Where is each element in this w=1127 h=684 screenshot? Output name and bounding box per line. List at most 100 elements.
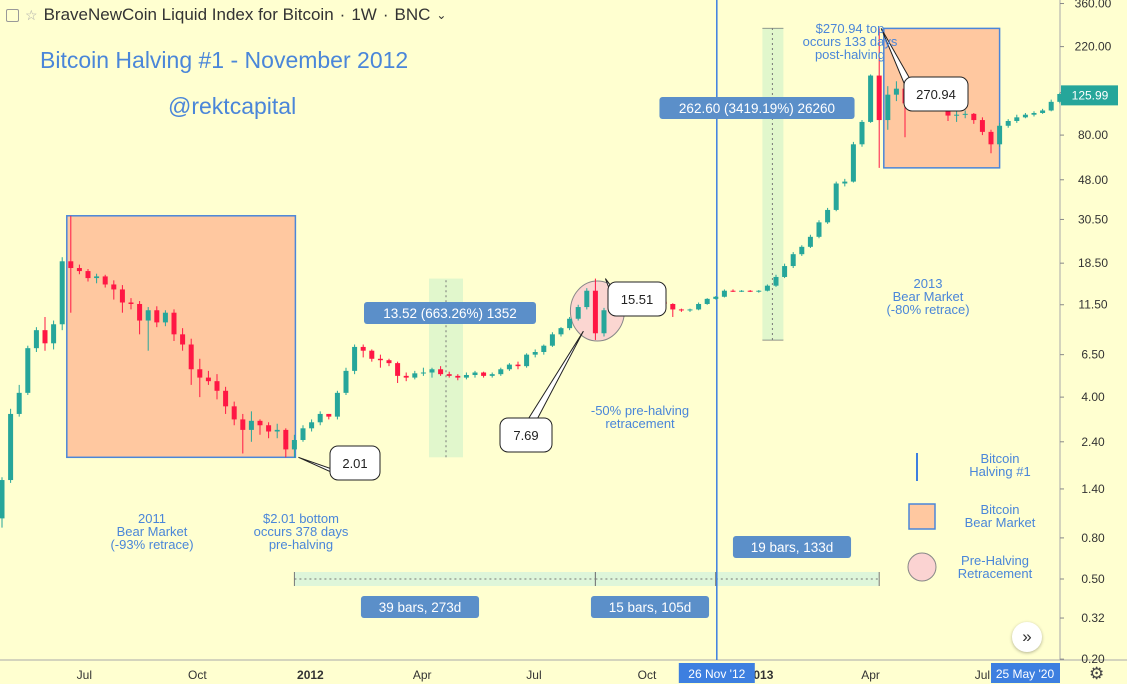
candle-body <box>102 276 108 285</box>
candle-body <box>954 114 960 116</box>
candle-body <box>833 183 839 210</box>
price-axis-panel <box>1060 0 1127 660</box>
top-note: $270.94 top occurs 133 days post-halving <box>802 21 898 62</box>
candle-body <box>876 75 882 121</box>
candle-body <box>300 428 306 440</box>
candle-body <box>266 425 272 432</box>
candle-body <box>472 372 478 376</box>
gear-icon[interactable]: ⚙ <box>1089 664 1105 683</box>
candle-body <box>395 363 401 376</box>
candle-body <box>567 318 573 329</box>
legend-bear-box <box>908 503 936 530</box>
candle-body <box>42 330 48 344</box>
price-tick-label: 6.50 <box>1081 348 1105 362</box>
retrace-note: -50% pre-halving retracement <box>590 403 690 431</box>
time-tick-label: Jul <box>975 668 990 682</box>
halving-date-marker <box>678 663 755 683</box>
candle-body <box>16 392 22 414</box>
exchange-label[interactable]: BNC <box>394 5 431 24</box>
symbol-name[interactable]: BraveNewCoin Liquid Index for Bitcoin <box>43 5 334 24</box>
candle-body <box>420 372 426 374</box>
author-handle: @rektcapital <box>168 93 297 119</box>
candle-body <box>59 261 65 325</box>
range-label-3-text: 19 bars, 133d <box>751 540 834 555</box>
candle-body <box>8 413 14 481</box>
collapse-icon[interactable] <box>6 8 19 22</box>
candle-body <box>524 354 530 367</box>
candle-body <box>696 303 702 310</box>
candle-body <box>807 236 813 247</box>
interval-label[interactable]: 1W <box>351 5 377 24</box>
legend-halving-label: Bitcoin Halving #1 <box>969 451 1031 479</box>
candle-body <box>0 480 5 519</box>
candle-body <box>850 144 856 182</box>
last-price-tag <box>1061 85 1118 106</box>
range-label-1-text: 39 bars, 273d <box>379 600 462 615</box>
chevron-down-icon[interactable]: ⌄ <box>436 8 447 22</box>
candle-body <box>739 290 745 292</box>
header-separator-2: · <box>382 5 389 24</box>
candle-body <box>429 369 435 373</box>
candle-body <box>979 120 985 132</box>
candle-body <box>145 310 151 321</box>
candle-body <box>111 284 117 290</box>
candle-body <box>455 375 461 378</box>
candle-body <box>988 131 994 145</box>
legend-bear-label: Bitcoin Bear Market <box>964 502 1036 530</box>
candle-body <box>687 309 693 311</box>
candle-body <box>1031 112 1037 115</box>
candle-body <box>231 406 237 420</box>
candle-body <box>971 113 977 121</box>
candle-body <box>670 303 676 310</box>
candle-body <box>317 413 323 423</box>
measure-label-1-text: 13.52 (663.26%) 1352 <box>383 306 517 321</box>
candle-body <box>541 345 547 353</box>
candle-body <box>704 298 710 304</box>
candle-body <box>119 289 125 303</box>
candle-body <box>859 121 865 145</box>
candle-body <box>1022 114 1028 118</box>
price-tick-label: 0.32 <box>1081 611 1105 625</box>
price-tick-label: 0.20 <box>1081 652 1105 666</box>
candle-body <box>1048 101 1054 111</box>
price-tick-label: 4.00 <box>1081 390 1105 404</box>
star-icon[interactable]: ☆ <box>25 6 38 23</box>
range-label-1-bg <box>360 596 480 618</box>
candle-body <box>240 419 246 430</box>
candle-body <box>893 88 899 95</box>
callout-retrace-high-text: 15.51 <box>621 292 654 307</box>
candle-body <box>842 181 848 184</box>
candle-body <box>782 266 788 277</box>
candle-body <box>76 268 82 272</box>
candle-body <box>352 346 358 371</box>
candle-body <box>309 422 315 429</box>
corner-date-marker <box>991 663 1060 683</box>
callout-bottom-box <box>329 445 381 481</box>
price-tick-label: 220.00 <box>1075 40 1112 54</box>
chart-title-annotation: Bitcoin Halving #1 - November 2012 <box>40 47 409 73</box>
candle-body <box>713 296 719 299</box>
price-tick-label: 360.00 <box>1075 0 1112 11</box>
candle-body <box>438 369 444 375</box>
time-tick-label: Jul <box>526 668 541 682</box>
candle-body <box>137 303 143 321</box>
candle-body <box>1005 120 1011 126</box>
candle-body <box>197 369 203 378</box>
halving-date-label: 26 Nov '12 <box>688 667 745 681</box>
candle-body <box>68 261 74 269</box>
time-tick-label: Jul <box>77 668 92 682</box>
scroll-to-realtime-button[interactable]: » <box>1012 622 1042 652</box>
candle-body <box>678 309 684 311</box>
candle-body <box>584 290 590 308</box>
candle-body <box>51 324 57 344</box>
candle-body <box>1040 110 1046 113</box>
bear-2013-label: 2013 Bear Market (-80% retrace) <box>886 276 970 317</box>
symbol-header[interactable]: ☆ BraveNewCoin Liquid Index for Bitcoin … <box>6 4 446 26</box>
candle-body <box>257 420 263 426</box>
callout-retrace-low-box <box>499 417 553 453</box>
legend-retrace-circle <box>907 552 937 582</box>
candle-body <box>334 392 340 417</box>
candle-body <box>205 377 211 382</box>
time-tick-label: Apr <box>413 668 432 682</box>
